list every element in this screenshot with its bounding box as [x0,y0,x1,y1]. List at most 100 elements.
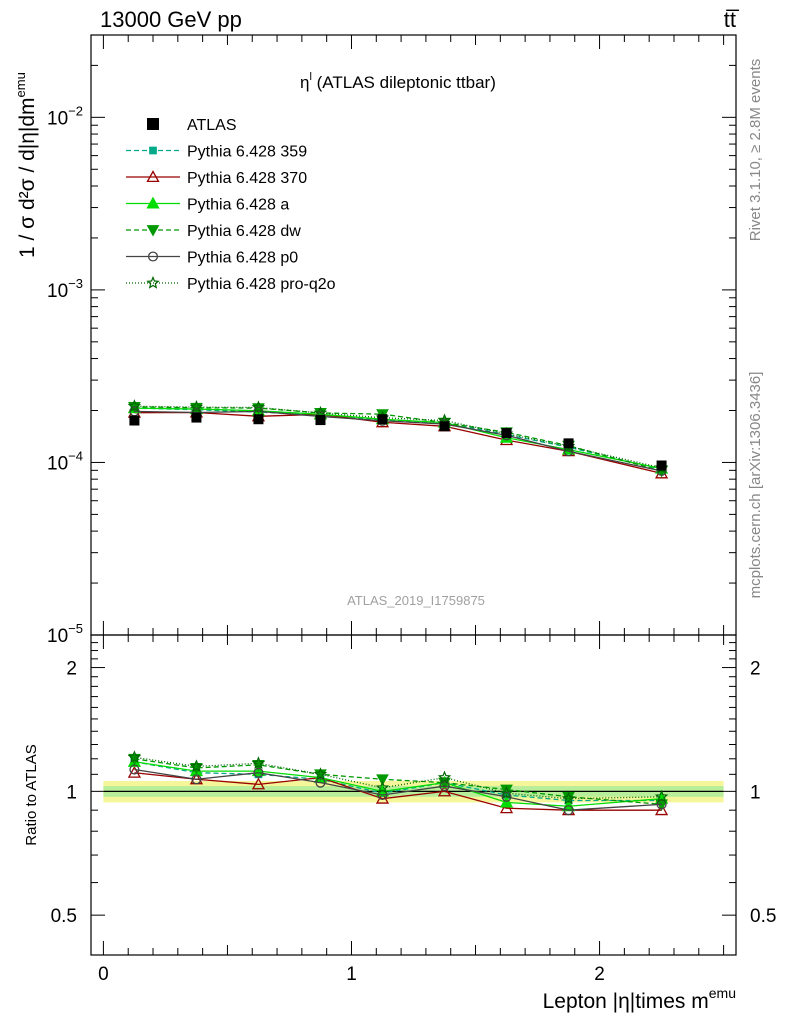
marker-shape [127,765,142,778]
ratio-point [499,801,514,814]
legend-marker [149,146,157,155]
ratio-point [251,756,266,770]
x-tick-label: 0 [98,964,109,985]
y-axis-label-upper-main: 1 / σ d²σ / d|η|dm [16,97,39,258]
y-tick-label-upper: 10−4 [47,448,83,474]
series-point [127,399,142,412]
marker-shape [146,196,160,209]
marker-shape [189,400,204,413]
marker-shape [191,774,202,785]
data-point [191,412,202,423]
marker-shape [437,770,452,784]
legend-marker [147,118,159,130]
legend-entry: Pythia 6.428 pro-q2o [126,275,336,293]
plot-title-main: η [300,73,309,92]
ratio-plot-area [103,750,724,816]
legend-label: Pythia 6.428 pro-q2o [187,276,336,293]
legend-entry: Pythia 6.428 p0 [126,250,298,267]
legend-entry: Pythia 6.428 dw [126,223,301,240]
data-point [315,415,326,426]
ratio-panel: 0.5 0.5 1 1 2 2 Ratio to ATLAS [23,634,776,956]
legend-label: Pythia 6.428 a [187,197,289,214]
marker-shape [501,791,512,802]
legend-marker [146,170,160,183]
marker-shape [439,421,450,432]
legend-label: Pythia 6.428 dw [187,223,301,240]
marker-shape [253,414,264,425]
ratio-point [500,784,513,797]
x-tick-labels: 0 1 2 [98,964,605,985]
legend-entry: ATLAS [147,117,237,134]
legend-entry: Pythia 6.428 a [126,197,289,214]
marker-shape [146,275,160,289]
ratio-tick-label-left: 2 [66,659,77,680]
marker-shape [563,805,574,816]
ratio-point [129,764,140,775]
ratio-point [189,759,204,773]
series-point [189,400,204,413]
mcplots-source-label: mcplots.cern.ch [arXiv:1306.3436] [747,372,764,599]
plot-title-sup: l [309,71,311,83]
y-tick-label-base: 10 [47,453,68,474]
legend-marker [146,275,160,289]
header-energy-label: 13000 GeV pp [100,7,242,32]
x-tick-label: 2 [594,964,605,985]
ratio-point [437,784,452,797]
ratio-line-pythia-6-428-370 [134,772,662,811]
ratio-tick-label-right: 2 [750,659,761,680]
marker-shape [654,803,669,816]
x-axis-label-main: Lepton |η|times m [543,990,709,1013]
y-tick-label-exp: −3 [68,276,83,291]
marker-shape [191,412,202,423]
marker-shape [499,801,514,814]
x-axis-label-sup: emu [709,985,736,1001]
x-axis-label: Lepton |η|times memu [543,985,736,1013]
ratio-point [439,781,450,792]
legend-marker [146,196,160,209]
marker-shape [147,118,159,130]
upper-panel: 10−510−410−310−2 ATLAS_2019_I1759875 ηl … [13,34,737,647]
ratio-point [654,803,669,816]
data-point [253,414,264,425]
legend-label: Pythia 6.428 370 [187,170,307,187]
marker-shape [313,767,328,781]
legend-marker [147,251,159,262]
y-axis-label-ratio: Ratio to ATLAS [23,744,40,845]
marker-shape [251,400,266,414]
marker-shape [147,251,159,262]
y-axis-label-upper-sup: emu [13,72,28,97]
marker-shape [499,795,514,808]
marker-shape [561,791,576,805]
ratio-line-pythia-6-428-p0 [134,768,662,811]
marker-shape [129,415,140,426]
ratio-point [499,786,514,799]
legend-label: Pythia 6.428 359 [187,144,307,161]
legend-label: Pythia 6.428 p0 [187,250,298,267]
ratio-point [654,789,669,803]
rivet-version-label: Rivet 3.1.10, ≥ 2.8M events [747,59,764,242]
marker-shape [189,759,204,773]
watermark-label: ATLAS_2019_I1759875 [347,593,485,608]
marker-shape [375,780,390,794]
y-tick-label-upper: 10−2 [47,103,83,129]
y-tick-label-base: 10 [47,626,68,647]
marker-shape [376,774,389,786]
legend: ATLAS Pythia 6.428 359 Pythia 6.428 370 Pyt… [126,117,336,293]
marker-shape [656,460,667,471]
y-tick-label-exp: −4 [68,448,83,463]
data-point [656,460,667,471]
marker-shape [251,756,266,770]
ratio-point [127,765,142,778]
ratio-point [563,805,574,816]
marker-shape [251,777,266,790]
marker-shape [146,225,160,237]
ratio-point [251,777,266,790]
upper-plot-area [127,399,669,479]
legend-label: ATLAS [187,117,237,134]
marker-shape [439,781,450,792]
series-point [251,400,266,414]
upper-ticks: 10−510−410−310−2 [47,34,736,647]
marker-shape [146,170,160,183]
y-tick-label-base: 10 [47,108,68,129]
